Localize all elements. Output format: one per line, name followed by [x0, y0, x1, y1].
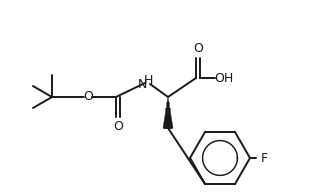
Text: O: O — [113, 119, 123, 133]
Text: H: H — [143, 74, 153, 86]
Text: F: F — [260, 152, 267, 164]
Text: O: O — [83, 91, 93, 103]
Text: O: O — [193, 42, 203, 56]
Text: OH: OH — [214, 71, 234, 85]
Text: N: N — [138, 78, 147, 91]
Polygon shape — [163, 97, 173, 128]
